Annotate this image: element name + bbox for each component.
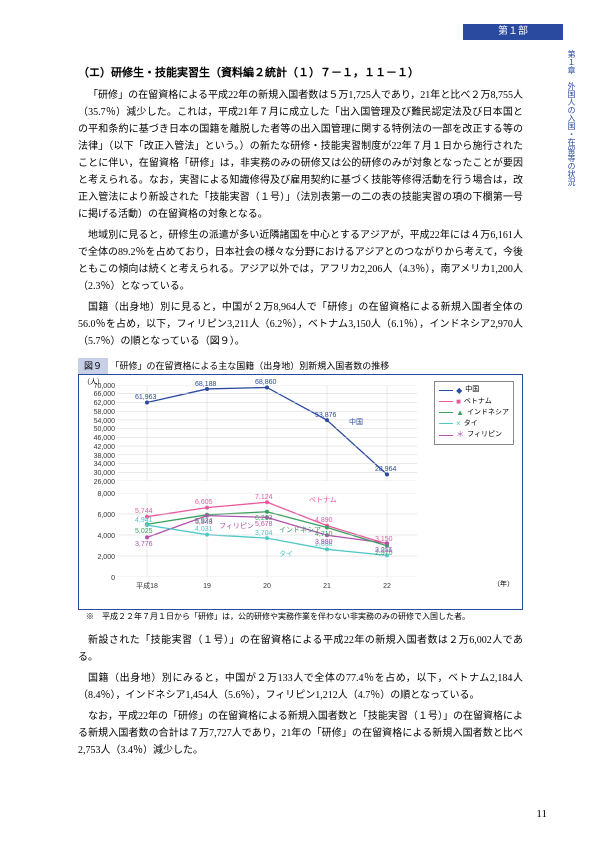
series-name-label: 中国 [349,417,363,429]
x-tick: 19 [203,581,211,593]
data-label: 6,605 [195,497,213,509]
y-tick: 70,000 [83,381,115,393]
page-number: 11 [536,808,547,820]
y-tick: 0 [83,573,115,585]
section-heading: （エ）研修生・技能実習生（資料編２統計（１）７－１，１１－１） [78,64,523,83]
series-name-label: フィリピン [219,521,254,533]
x-tick: 22 [383,581,391,593]
chart-title: 図９ 「研修」の在留資格による主な国籍（出身地）別新規入国者数の推移 [78,358,523,372]
data-label: 3,150 [375,534,393,546]
chart: （人） （年） ◆中国■ベトナム▲インドネシア×タイ＊フィリピン 26,0003… [78,374,523,610]
chart-legend: ◆中国■ベトナム▲インドネシア×タイ＊フィリピン [434,381,514,445]
series-name-label: タイ [279,549,293,561]
y-tick: 8,000 [83,489,115,501]
y-tick: 2,000 [83,552,115,564]
data-label: 5,843 [195,517,213,529]
series-name-label: インドネシア [279,525,321,537]
legend-item: ×タイ [439,418,509,429]
data-label: 3,211 [375,545,392,557]
y-tick: 4,000 [83,531,115,543]
paragraph-1: 「研修」の在留資格による平成22年の新規入国者数は５万1,725人であり，21年… [78,87,523,223]
data-label: 4,941 [135,515,153,527]
data-label: 68,860 [255,377,276,389]
paragraph-6: なお，平成22年の「研修」の在留資格による新規入国者数と「技能実習（１号）」の在… [78,708,523,759]
data-label: 68,188 [195,379,216,391]
part-header: 第１部 [463,24,563,40]
y-tick: 6,000 [83,510,115,522]
data-label: 5,678 [255,519,273,531]
data-label: 7,124 [255,492,273,504]
data-label: 53,876 [315,410,336,422]
data-label: 3,980 [315,537,333,549]
x-axis-label: （年） [493,579,514,591]
chart-figure-label: 図９ [78,358,108,375]
chart-footnote: ※ 平成２２年７月１日から「研修」は，公的研修や実務作業を伴わない非実務のみの研… [78,612,523,622]
chapter-side-label: 第１章 外国人の入国・在留等の状況 [565,50,577,186]
paragraph-3: 国籍（出身地）別に見ると，中国が２万8,964人で「研修」の在留資格による新規入… [78,299,523,350]
paragraph-2: 地域別に見ると，研修生の派遣が多い近隣諸国を中心とするアジアが，平成22年には４… [78,227,523,295]
data-label: 28,964 [375,464,396,476]
x-tick: 21 [323,581,331,593]
series-name-label: ベトナム [309,495,337,507]
paragraph-4: 新設された「技能実習（１号）」の在留資格による平成22年の新規入国者数は２万6,… [78,632,523,666]
legend-item: ＊フィリピン [439,429,509,440]
x-tick: 平成18 [136,581,158,593]
data-label: 5,025 [135,526,153,538]
chart-top-panel [117,385,417,481]
data-label: 61,963 [135,392,156,404]
x-tick: 20 [263,581,271,593]
legend-item: ■ベトナム [439,396,509,407]
chart-title-text: 「研修」の在留資格による主な国籍（出身地）別新規入国者数の推移 [111,361,390,371]
data-label: 3,776 [135,539,153,551]
paragraph-5: 国籍（出身地）別にみると，中国が２万133人で全体の77.4％を占め，以下，ベト… [78,670,523,704]
legend-item: ▲インドネシア [439,407,509,418]
main-content: （エ）研修生・技能実習生（資料編２統計（１）７－１，１１－１） 「研修」の在留資… [78,64,523,763]
legend-item: ◆中国 [439,385,509,396]
